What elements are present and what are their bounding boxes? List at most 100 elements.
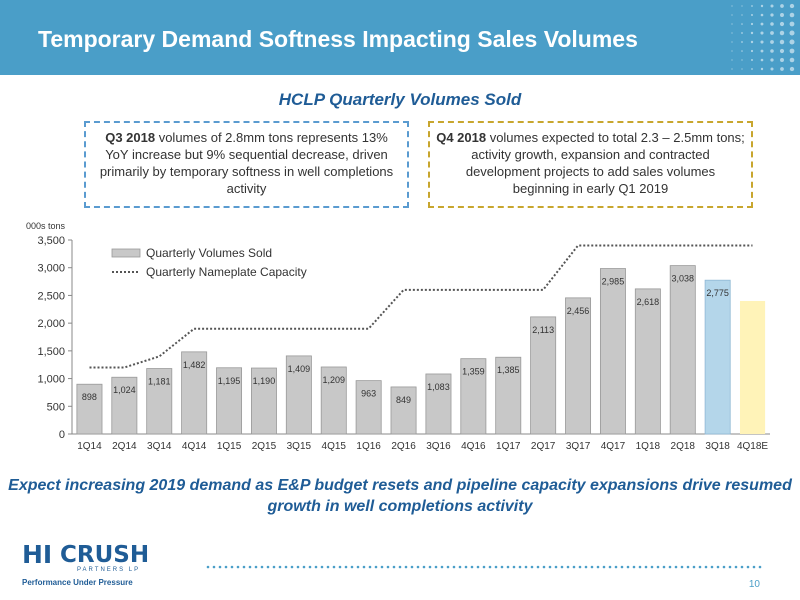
footer-dot <box>554 565 558 569</box>
footer-dot <box>212 565 216 569</box>
bar-4Q14 <box>181 351 208 435</box>
capacity-line <box>89 244 753 369</box>
header-dot <box>751 14 753 16</box>
x-tick-label: 2Q14 <box>112 441 137 452</box>
footer-dot <box>578 565 582 569</box>
x-tick-label: 2Q18 <box>671 441 696 452</box>
logo-hi: HI <box>22 540 53 569</box>
data-label-3Q17: 2,456 <box>567 306 590 316</box>
data-label-2Q15: 1,190 <box>253 376 276 386</box>
x-tick-label: 2Q16 <box>391 441 416 452</box>
footer-dot <box>704 565 708 569</box>
chart-subtitle: HCLP Quarterly Volumes Sold <box>278 90 522 109</box>
header-dot <box>760 58 764 62</box>
header-dot <box>789 57 795 63</box>
footer-dot <box>278 565 282 569</box>
bar-2Q14 <box>111 376 138 435</box>
bar-4Q17 <box>599 268 626 435</box>
footer-dot <box>416 565 420 569</box>
header-dot <box>770 4 774 8</box>
footer-dot <box>254 565 258 569</box>
footer-dot <box>752 565 756 569</box>
header-dot <box>741 41 743 43</box>
legend-swatch-volumes <box>111 248 141 258</box>
footer-dot <box>728 565 732 569</box>
header-dot <box>760 13 764 17</box>
footer-dot <box>530 565 534 569</box>
footer-dot <box>716 565 720 569</box>
header-dot <box>789 12 795 18</box>
header-dot <box>789 48 795 54</box>
header-dot <box>780 13 784 17</box>
callout-q4-text: volumes expected to total 2.3 – 2.5mm to… <box>465 130 745 196</box>
footer-dot <box>614 565 618 569</box>
footer-dot <box>662 565 666 569</box>
footer-dot <box>482 565 486 569</box>
data-label-1Q17: 1,385 <box>497 365 520 375</box>
footer-dot <box>644 565 648 569</box>
header-dot <box>750 49 754 53</box>
header-dot <box>741 5 743 7</box>
footer-dot <box>584 565 588 569</box>
data-label-1Q14: 898 <box>82 392 97 402</box>
footer-dot <box>650 565 654 569</box>
legend-label-capacity: Quarterly Nameplate Capacity <box>146 265 307 279</box>
x-tick-label: 3Q16 <box>426 441 451 452</box>
bar-2Q18 <box>669 265 696 435</box>
footer-dot <box>230 565 234 569</box>
header-dot <box>731 59 733 61</box>
x-tick-label: 3Q15 <box>287 441 312 452</box>
header-dot <box>731 14 733 16</box>
x-tick-label: 4Q16 <box>461 441 486 452</box>
footer-dot <box>686 565 690 569</box>
bar-1Q17 <box>495 356 522 435</box>
footer-dot <box>308 565 312 569</box>
x-tick-label: 3Q18 <box>705 441 730 452</box>
header-dot <box>751 5 753 7</box>
header-bar: Temporary Demand Softness Impacting Sale… <box>0 0 800 75</box>
footer-dot <box>314 565 318 569</box>
x-tick-label: 4Q18E <box>737 441 768 452</box>
header-dot <box>770 22 774 26</box>
footer-dot <box>464 565 468 569</box>
y-tick-label: 1,000 <box>37 374 65 386</box>
data-label-4Q14: 1,482 <box>183 360 206 370</box>
header-dot <box>750 40 754 44</box>
footer-dot <box>638 565 642 569</box>
footer-dot <box>398 565 402 569</box>
footer-dot <box>656 565 660 569</box>
footer-dot <box>380 565 384 569</box>
footer-dot <box>242 565 246 569</box>
bar-4Q18E <box>739 300 766 434</box>
y-tick-label: 2,500 <box>37 290 65 302</box>
data-label-3Q15: 1,409 <box>288 364 311 374</box>
footer-dot <box>758 565 762 569</box>
footer-dot <box>368 565 372 569</box>
footer-dot <box>740 565 744 569</box>
footer-dot <box>626 565 630 569</box>
bar-2Q16 <box>390 386 417 435</box>
footer-dot <box>422 565 426 569</box>
header-dot <box>789 21 795 27</box>
header-dot <box>779 48 785 54</box>
bar-4Q15 <box>320 366 347 435</box>
footer-dot <box>356 565 360 569</box>
header-dot <box>789 39 795 45</box>
header-dot <box>731 23 733 25</box>
y-tick-label: 500 <box>47 401 65 413</box>
footer-dot <box>224 565 228 569</box>
header-dot <box>760 31 764 35</box>
footer-dot <box>488 565 492 569</box>
header-dot <box>751 68 753 70</box>
y-tick-label: 2,000 <box>37 318 65 330</box>
header-dot <box>731 41 733 43</box>
bar-2Q15 <box>250 367 277 435</box>
footer-dot <box>548 565 552 569</box>
footer-dot <box>446 565 450 569</box>
header-dot <box>789 66 795 72</box>
x-tick-label: 1Q18 <box>636 441 661 452</box>
footer-dot <box>518 565 522 569</box>
header-dot <box>760 22 764 26</box>
bar-3Q14 <box>146 368 173 435</box>
y-tick-label: 3,500 <box>37 235 65 247</box>
